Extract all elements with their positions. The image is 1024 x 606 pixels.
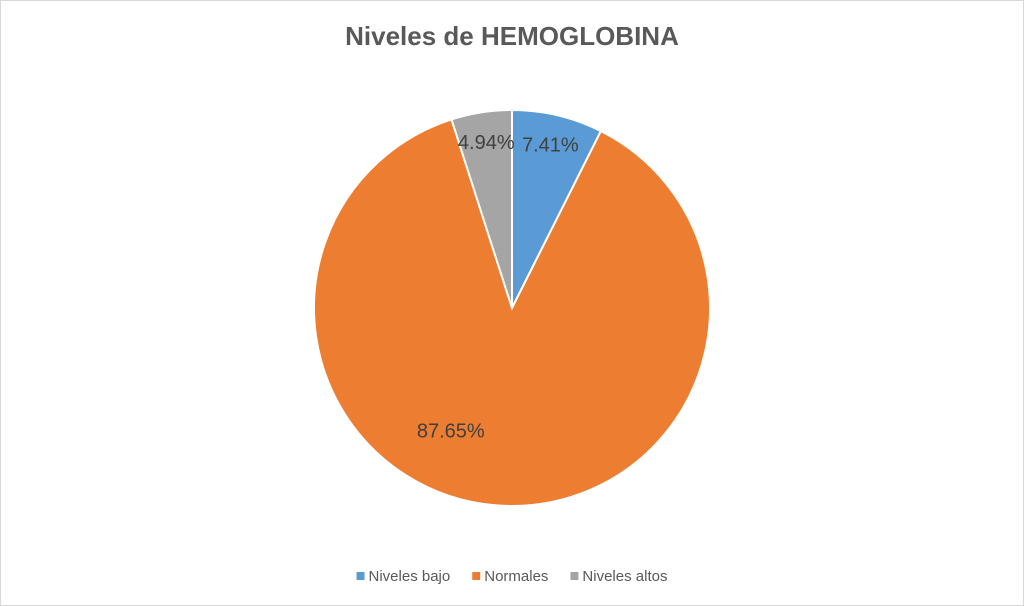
legend-swatch xyxy=(356,572,365,580)
chart-title: Niveles de HEMOGLOBINA xyxy=(345,21,679,51)
pie-slice xyxy=(313,118,711,507)
legend-swatch xyxy=(472,572,481,580)
legend-swatch xyxy=(570,572,579,580)
legend-label: Niveles altos xyxy=(582,568,667,585)
legend-label: Niveles bajo xyxy=(369,568,451,585)
data-label: 7.41% xyxy=(522,134,579,156)
data-label: 87.65% xyxy=(417,421,485,443)
pie-slice xyxy=(450,108,513,309)
data-label: 4.94% xyxy=(458,132,515,154)
legend-label: Normales xyxy=(484,568,548,585)
